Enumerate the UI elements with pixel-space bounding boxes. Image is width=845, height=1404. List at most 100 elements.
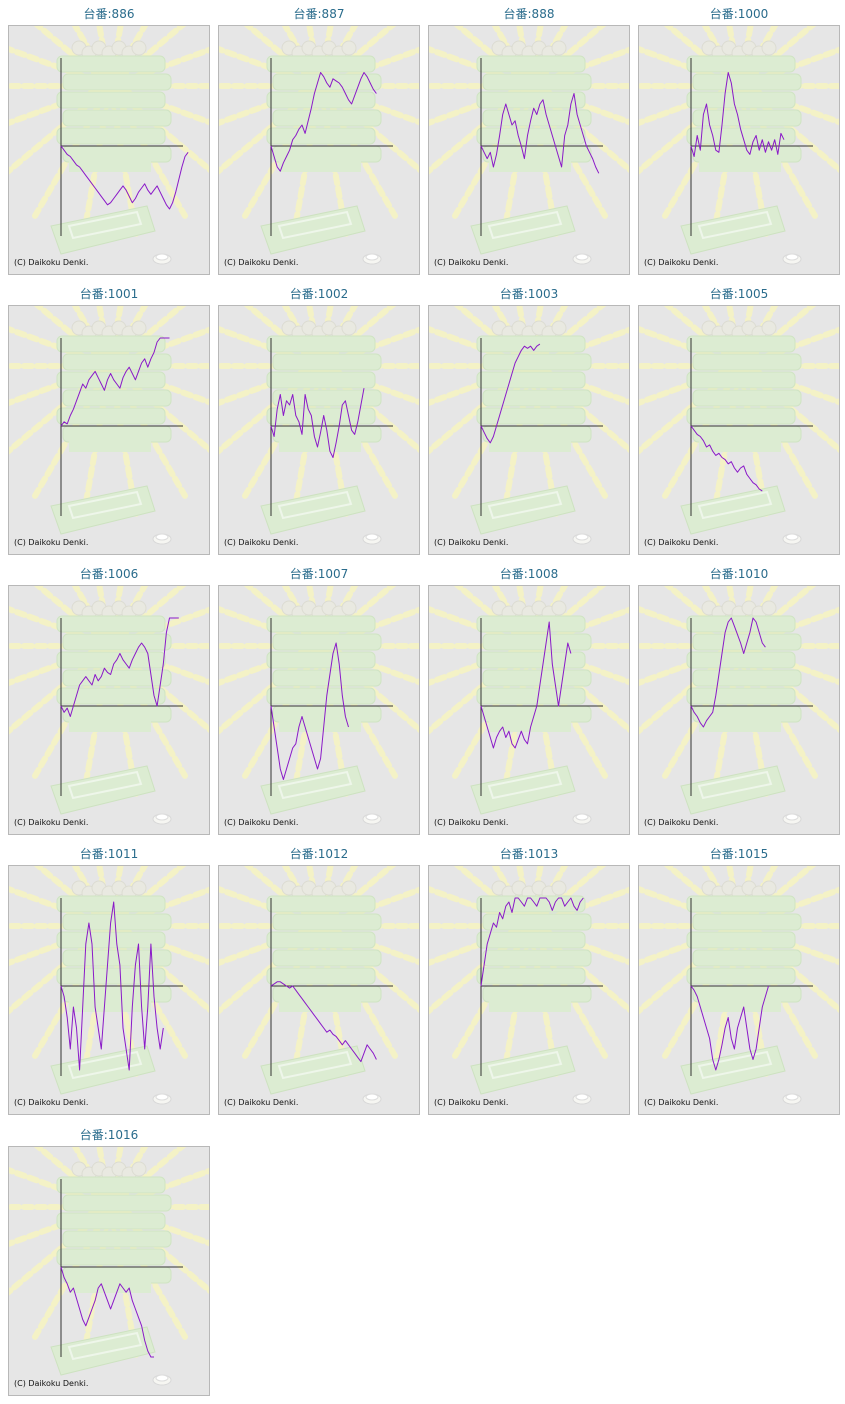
chart-title[interactable]: 台番:1016: [79, 1128, 139, 1142]
background-art: [9, 1147, 209, 1386]
series-line: [60, 1266, 154, 1358]
chart-svg: [9, 306, 209, 545]
series-line: [60, 145, 189, 210]
chart-panel: (C) Daikoku Denki.: [638, 305, 840, 555]
copyright-text: (C) Daikoku Denki.: [434, 818, 509, 827]
chart-svg: [219, 306, 419, 545]
copyright-text: (C) Daikoku Denki.: [434, 538, 509, 547]
chart-cell: 台番:1013 (C) Daikoku Denki.: [424, 840, 634, 1115]
chart-title[interactable]: 台番:1006: [79, 567, 139, 581]
chart-svg: [9, 866, 209, 1105]
copyright-text: (C) Daikoku Denki.: [224, 538, 299, 547]
chart-title[interactable]: 台番:887: [293, 7, 345, 21]
chart-panel: (C) Daikoku Denki.: [8, 585, 210, 835]
background-art: [219, 26, 419, 265]
copyright-text: (C) Daikoku Denki.: [644, 818, 719, 827]
chart-panel: (C) Daikoku Denki.: [428, 865, 630, 1115]
background-art: [9, 586, 209, 825]
chart-svg: [639, 306, 839, 545]
chart-panel: (C) Daikoku Denki.: [218, 305, 420, 555]
chart-title[interactable]: 台番:1003: [499, 287, 559, 301]
chart-cell: 台番:1011 (C) Daikoku Denki.: [4, 840, 214, 1115]
chart-svg: [219, 26, 419, 265]
copyright-text: (C) Daikoku Denki.: [14, 818, 89, 827]
chart-svg: [219, 866, 419, 1105]
chart-panel: (C) Daikoku Denki.: [218, 865, 420, 1115]
chart-cell: 台番:1003 (C) Daikoku Denki.: [424, 280, 634, 555]
chart-title[interactable]: 台番:886: [83, 7, 135, 21]
series-line: [60, 617, 179, 717]
chart-panel: (C) Daikoku Denki.: [428, 25, 630, 275]
chart-svg: [429, 306, 629, 545]
series-line: [480, 897, 584, 987]
chart-cell: 台番:1006 (C) Daikoku Denki.: [4, 560, 214, 835]
chart-panel: (C) Daikoku Denki.: [638, 25, 840, 275]
copyright-text: (C) Daikoku Denki.: [14, 1379, 89, 1388]
chart-panel: (C) Daikoku Denki.: [218, 25, 420, 275]
chart-cell: 台番:1000 (C) Daikoku Denki.: [634, 0, 844, 275]
background-art: [429, 26, 629, 265]
series-line: [270, 642, 349, 780]
chart-cell: 台番:1005 (C) Daikoku Denki.: [634, 280, 844, 555]
chart-svg: [429, 866, 629, 1105]
chart-title[interactable]: 台番:1000: [709, 7, 769, 21]
copyright-text: (C) Daikoku Denki.: [434, 1098, 509, 1107]
series-line: [270, 388, 365, 458]
series-line: [690, 617, 766, 728]
chart-cell: 台番:886 (C) Daikoku Denki.: [4, 0, 214, 275]
chart-cell: 台番:888 (C) Daikoku Denki.: [424, 0, 634, 275]
series-line: [60, 901, 164, 1071]
chart-svg: [639, 586, 839, 825]
chart-title[interactable]: 台番:1011: [79, 847, 139, 861]
series-line: [270, 72, 377, 172]
series-line: [60, 337, 170, 427]
chart-title[interactable]: 台番:888: [503, 7, 555, 21]
background-art: [639, 26, 839, 265]
background-art: [219, 586, 419, 825]
copyright-text: (C) Daikoku Denki.: [644, 1098, 719, 1107]
background-art: [219, 866, 419, 1105]
chart-panel: (C) Daikoku Denki.: [8, 25, 210, 275]
series-line: [690, 985, 769, 1071]
chart-cell: 台番:1001 (C) Daikoku Denki.: [4, 280, 214, 555]
chart-cell: 台番:1016 (C) Daikoku Denki.: [4, 1121, 214, 1396]
chart-panel: (C) Daikoku Denki.: [638, 865, 840, 1115]
chart-panel: (C) Daikoku Denki.: [428, 585, 630, 835]
series-line: [690, 425, 763, 492]
chart-title[interactable]: 台番:1008: [499, 567, 559, 581]
background-art: [429, 306, 629, 545]
chart-title[interactable]: 台番:1015: [709, 847, 769, 861]
chart-title[interactable]: 台番:1010: [709, 567, 769, 581]
copyright-text: (C) Daikoku Denki.: [14, 1098, 89, 1107]
chart-svg: [639, 26, 839, 265]
chart-title[interactable]: 台番:1001: [79, 287, 139, 301]
copyright-text: (C) Daikoku Denki.: [14, 538, 89, 547]
copyright-text: (C) Daikoku Denki.: [224, 258, 299, 267]
series-line: [690, 72, 785, 157]
chart-svg: [219, 586, 419, 825]
background-art: [639, 866, 839, 1105]
chart-panel: (C) Daikoku Denki.: [428, 305, 630, 555]
chart-panel: (C) Daikoku Denki.: [638, 585, 840, 835]
chart-panel: (C) Daikoku Denki.: [218, 585, 420, 835]
chart-svg: [639, 866, 839, 1105]
background-art: [429, 866, 629, 1105]
chart-cell: 台番:1012 (C) Daikoku Denki.: [214, 840, 424, 1115]
chart-panel: (C) Daikoku Denki.: [8, 1146, 210, 1396]
background-art: [9, 306, 209, 545]
series-line: [480, 93, 600, 174]
chart-panel: (C) Daikoku Denki.: [8, 305, 210, 555]
chart-title[interactable]: 台番:1012: [289, 847, 349, 861]
background-art: [9, 26, 209, 265]
chart-svg: [429, 586, 629, 825]
background-art: [639, 586, 839, 825]
copyright-text: (C) Daikoku Denki.: [224, 818, 299, 827]
chart-title[interactable]: 台番:1002: [289, 287, 349, 301]
chart-title[interactable]: 台番:1013: [499, 847, 559, 861]
chart-title[interactable]: 台番:1007: [289, 567, 349, 581]
chart-title[interactable]: 台番:1005: [709, 287, 769, 301]
chart-cell: 台番:1010 (C) Daikoku Denki.: [634, 560, 844, 835]
chart-cell: 台番:1007 (C) Daikoku Denki.: [214, 560, 424, 835]
chart-svg: [429, 26, 629, 265]
